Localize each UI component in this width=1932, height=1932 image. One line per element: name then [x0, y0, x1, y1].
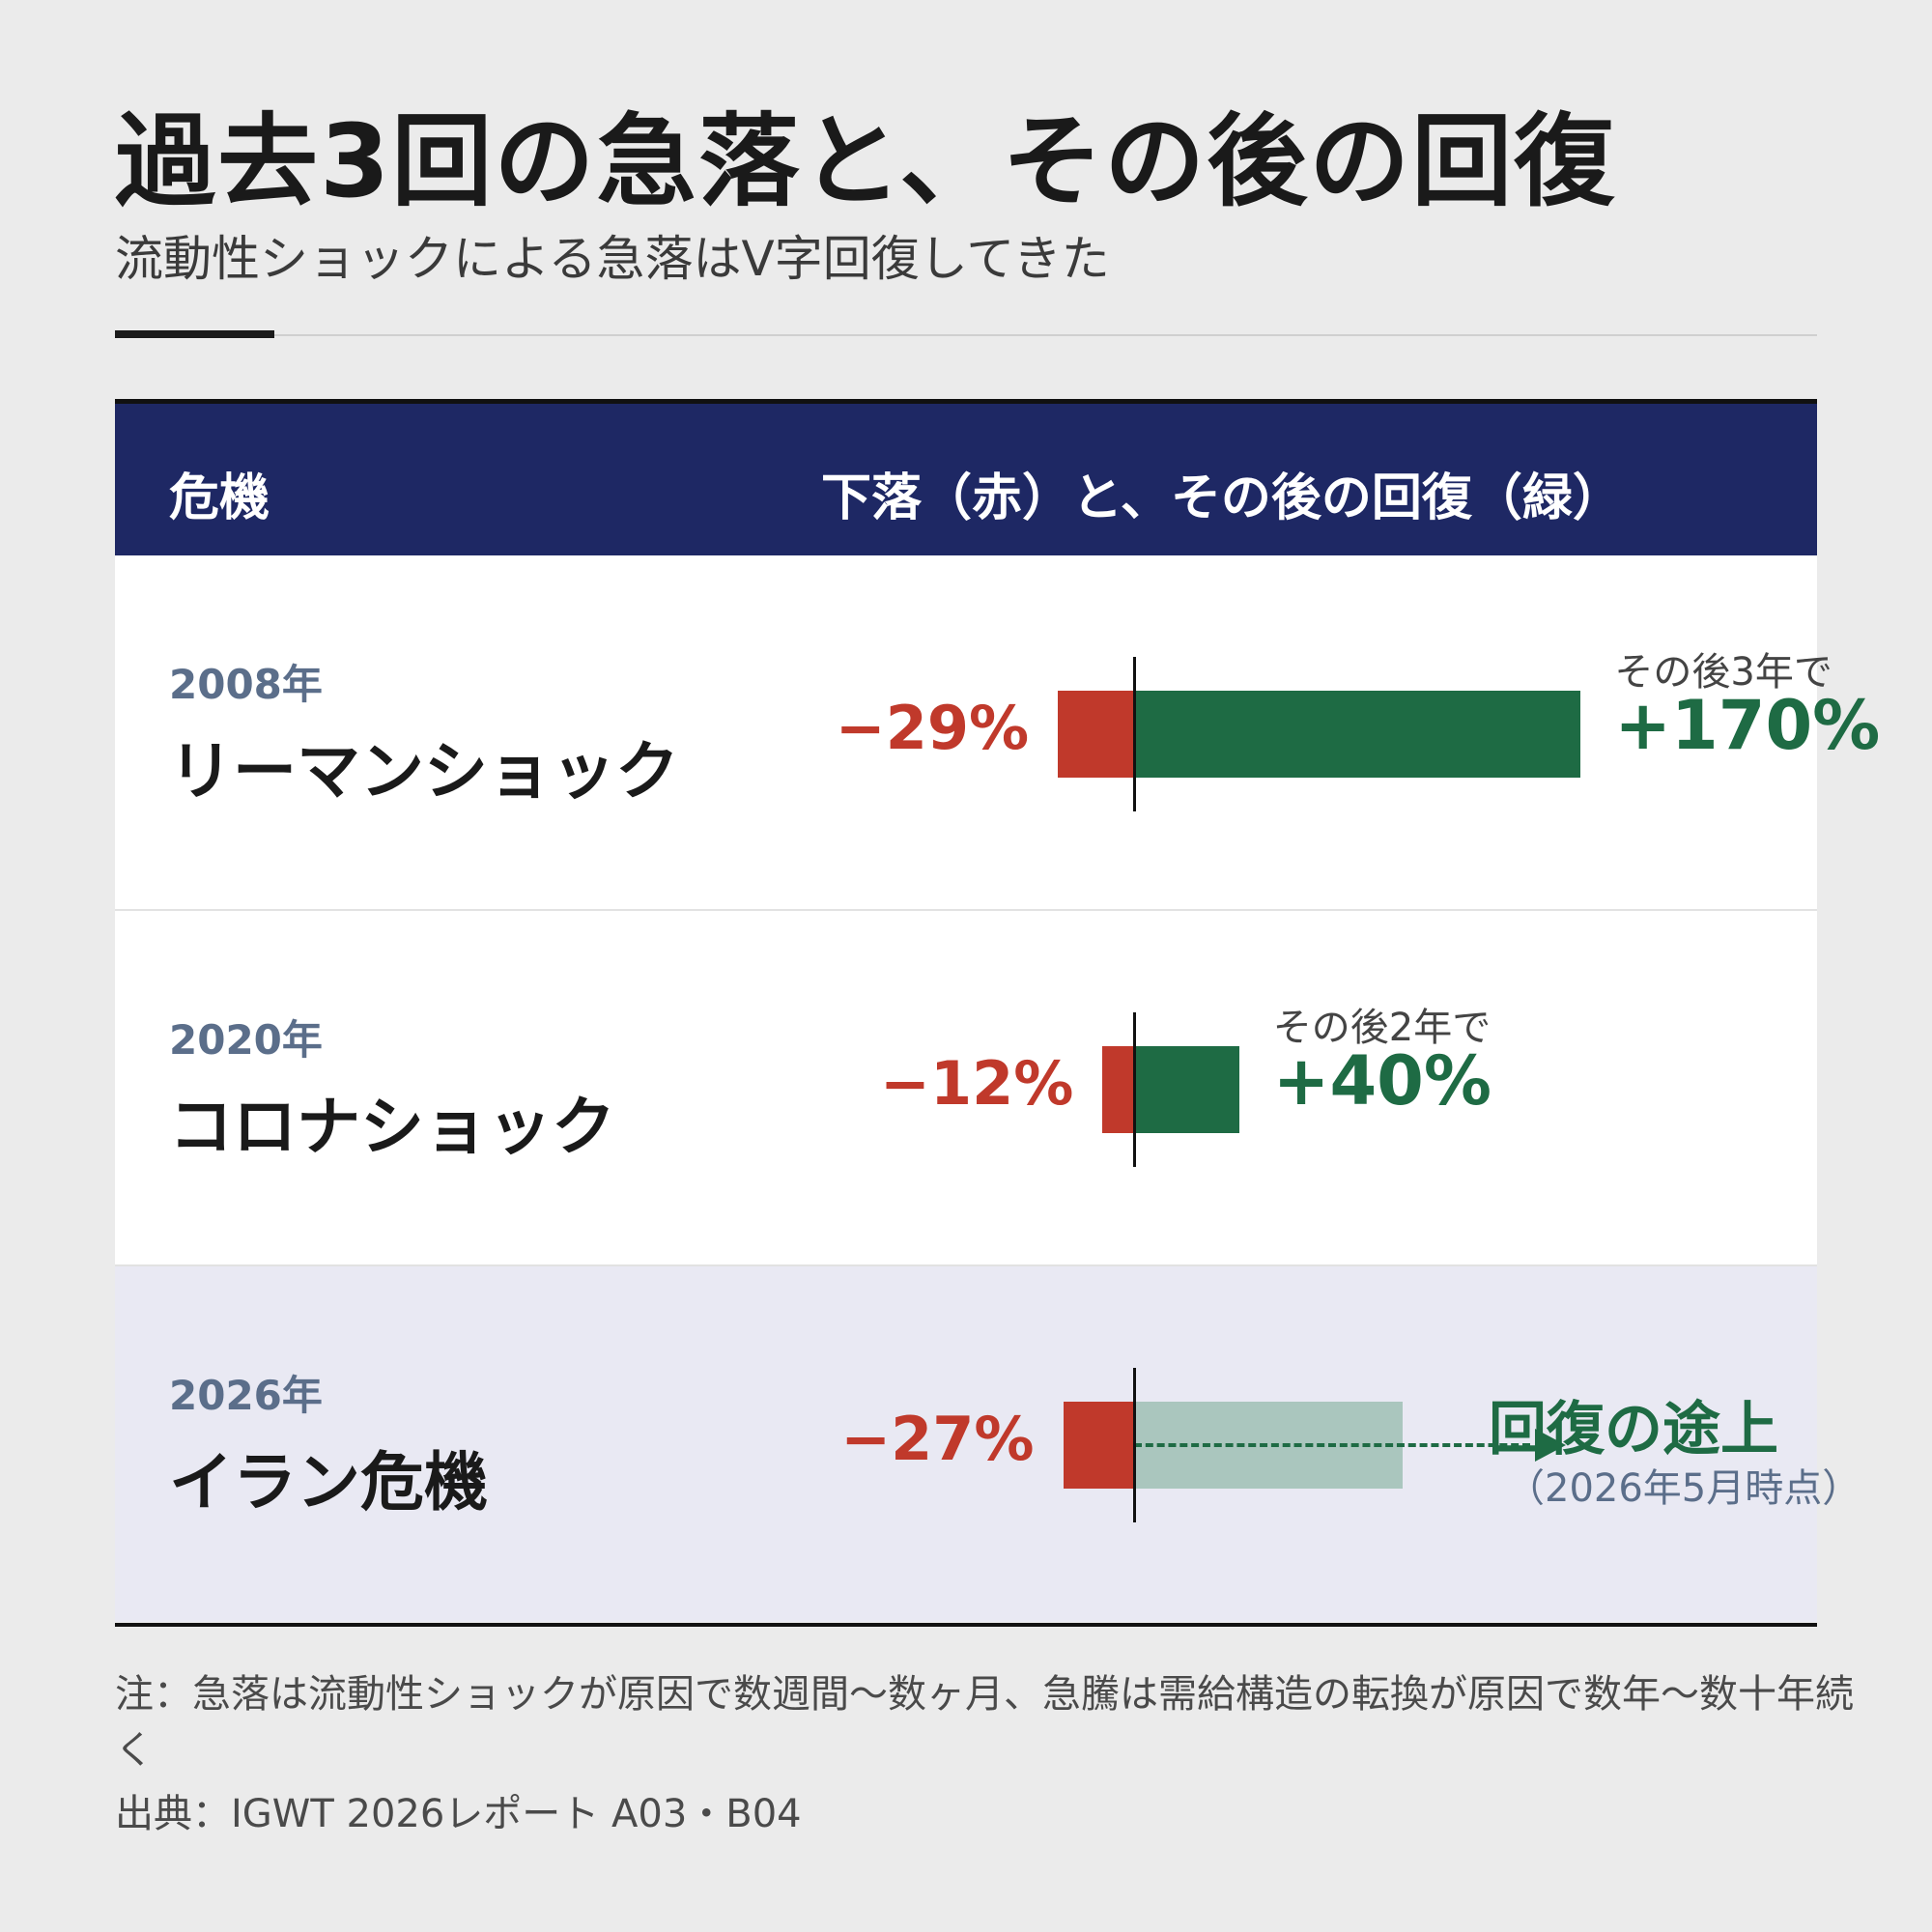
chart-title: 過去3回の急落と、その後の回復 — [115, 102, 1617, 220]
crisis-table: 危機 下落（赤）と、その後の回復（緑） 2008年 リーマンショック −29% … — [115, 399, 1880, 1622]
row-year: 2020年 — [169, 1016, 323, 1064]
drop-label: −12% — [880, 1048, 1074, 1119]
divider — [115, 334, 1817, 336]
recovery-label: +170% — [1614, 686, 1881, 765]
zero-axis — [1133, 657, 1136, 811]
drop-bar — [1063, 1402, 1134, 1489]
recovery-bar — [1134, 1046, 1239, 1133]
header-drop-recovery: 下落（赤）と、その後の回復（緑） — [821, 469, 1623, 527]
source: 出典：IGWT 2026レポート A03・B04 — [115, 1792, 802, 1836]
recovery-bar — [1134, 691, 1581, 778]
table-header: 危機 下落（赤）と、その後の回復（緑） — [115, 399, 1817, 555]
recovery-period: その後3年で — [1614, 650, 1833, 695]
header-crisis: 危機 — [169, 469, 270, 527]
footnote: 注：急落は流動性ショックが原因で数週間〜数ヶ月、急騰は需給構造の転換が原因で数年… — [115, 1672, 1854, 1773]
chart-subtitle: 流動性ショックによる急落はV字回復してきた — [115, 231, 1110, 287]
table-row-2008: 2008年 リーマンショック −29% その後3年で +170% — [115, 555, 1880, 911]
row-year: 2026年 — [169, 1372, 323, 1419]
drop-bar — [1102, 1046, 1134, 1133]
row-crisis-name: イラン危機 — [169, 1445, 488, 1520]
table-bottom-rule — [115, 1623, 1817, 1627]
zero-axis — [1133, 1368, 1136, 1522]
in-progress-dashed-line — [1134, 1443, 1530, 1447]
recovery-label: +40% — [1272, 1041, 1492, 1121]
recovery-period: その後2年で — [1272, 1006, 1492, 1050]
table-row-2026: 2026年 イラン危機 −27% 回復の途上 （2026年5月時点） — [115, 1266, 1861, 1622]
divider-accent — [115, 330, 274, 338]
status-note: （2026年5月時点） — [1506, 1466, 1861, 1511]
recovery-status: 回復の途上 — [1489, 1396, 1778, 1463]
zero-axis — [1133, 1012, 1136, 1167]
drop-bar — [1058, 691, 1134, 778]
drop-label: −27% — [840, 1404, 1035, 1474]
arrow-right-icon — [1535, 1429, 1566, 1462]
table-row-2020: 2020年 コロナショック −12% その後2年で +40% — [115, 911, 1817, 1266]
row-year: 2008年 — [169, 661, 323, 708]
row-crisis-name: コロナショック — [169, 1090, 615, 1164]
drop-label: −29% — [835, 693, 1030, 763]
row-crisis-name: リーマンショック — [169, 734, 679, 809]
